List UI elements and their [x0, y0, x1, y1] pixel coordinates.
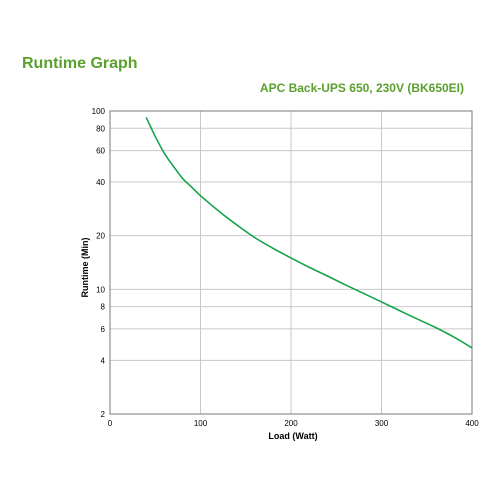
y-axis-label: Runtime (Min): [80, 238, 90, 298]
y-tick-label: 10: [96, 285, 105, 294]
x-tick-label: 300: [375, 419, 389, 428]
page-title: Runtime Graph: [22, 55, 138, 72]
y-tick-label: 6: [101, 325, 106, 334]
model-subtitle: APC Back-UPS 650, 230V (BK650EI): [259, 81, 464, 95]
y-tick-label: 60: [96, 147, 105, 156]
y-tick-label: 8: [101, 303, 106, 312]
y-tick-label: 2: [101, 410, 106, 419]
runtime-curve: [145, 117, 473, 349]
x-tick-label: 400: [465, 419, 479, 428]
x-tick-label: 0: [108, 419, 113, 428]
x-axis-ticks: 0 100 200 300 400: [108, 419, 479, 428]
x-axis-label: Load (Watt): [268, 431, 317, 441]
x-tick-label: 200: [284, 419, 298, 428]
y-axis-ticks: 2 4 6 8 10 20 40 60 80 100: [92, 107, 106, 419]
y-tick-label: 100: [92, 107, 106, 116]
y-tick-label: 20: [96, 232, 105, 241]
y-tick-label: 80: [96, 124, 105, 133]
grid: [110, 111, 472, 414]
x-tick-label: 100: [194, 419, 208, 428]
y-tick-label: 4: [101, 356, 106, 365]
plot-area: [109, 110, 473, 415]
y-tick-label: 40: [96, 178, 105, 187]
